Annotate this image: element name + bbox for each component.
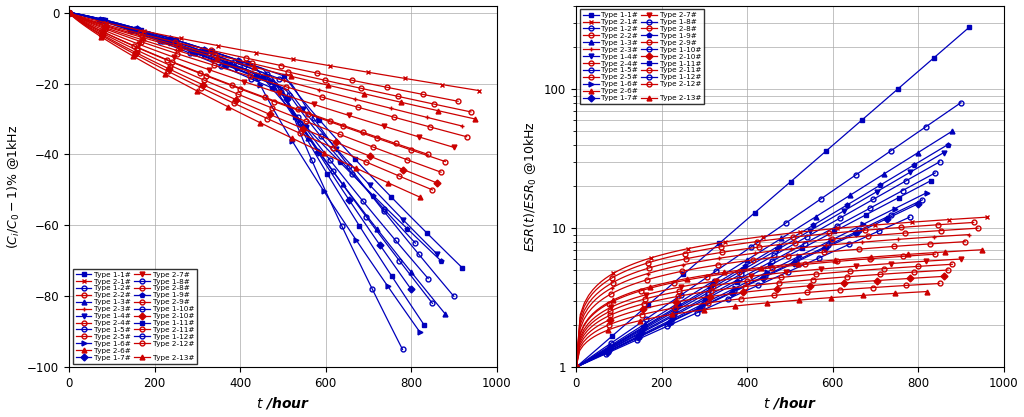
Legend: Type 1-1#, Type 2-1#, Type 1-2#, Type 2-2#, Type 1-3#, Type 2-3#, Type 1-4#, Typ: Type 1-1#, Type 2-1#, Type 1-2#, Type 2-… bbox=[580, 9, 705, 104]
Y-axis label: $ESR(t)/ESR_0$ @10kHz: $ESR(t)/ESR_0$ @10kHz bbox=[522, 121, 539, 252]
X-axis label: $t$ /hour: $t$ /hour bbox=[256, 395, 310, 412]
Y-axis label: $(C_i/C_0-1)\%$ @1kHz: $(C_i/C_0-1)\%$ @1kHz bbox=[5, 124, 22, 249]
X-axis label: $t$ /hour: $t$ /hour bbox=[763, 395, 817, 412]
Legend: Type 1-1#, Type 2-1#, Type 1-2#, Type 2-2#, Type 1-3#, Type 2-3#, Type 1-4#, Typ: Type 1-1#, Type 2-1#, Type 1-2#, Type 2-… bbox=[73, 269, 198, 364]
